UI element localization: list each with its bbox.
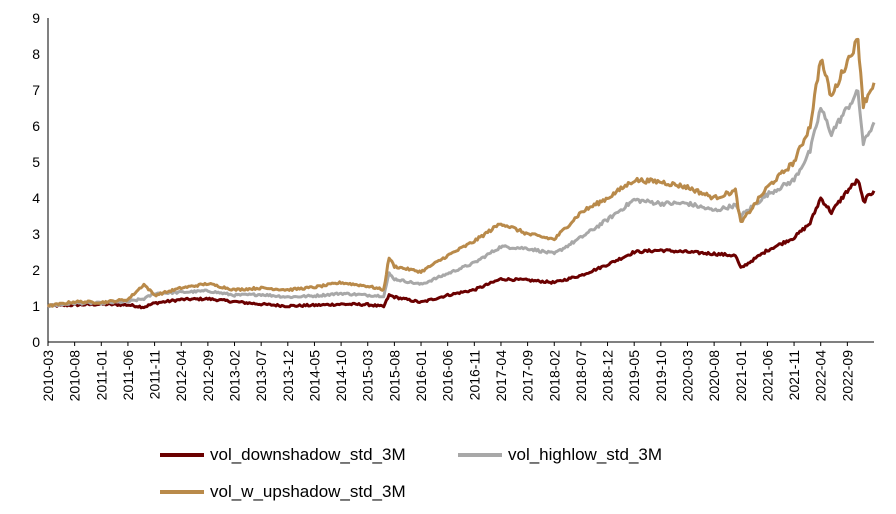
x-tick-label: 2022-09 <box>839 350 855 402</box>
x-tick-label: 2015-08 <box>386 350 402 402</box>
x-tick-label: 2018-02 <box>546 350 562 402</box>
x-tick-label: 2013-12 <box>280 350 296 402</box>
x-tick-label: 2021-01 <box>733 350 749 402</box>
x-tick-label: 2016-11 <box>466 350 482 401</box>
x-tick-label: 2014-10 <box>333 350 349 402</box>
y-tick-label: 0 <box>32 334 40 350</box>
x-tick-label: 2018-07 <box>573 350 589 402</box>
y-tick-label: 3 <box>32 226 40 242</box>
legend-label-downshadow: vol_downshadow_std_3M <box>210 445 406 464</box>
x-tick-label: 2018-12 <box>600 350 616 402</box>
legend-item-downshadow: vol_downshadow_std_3M <box>160 445 406 465</box>
series-line-vol_highlow_std_3M <box>47 89 876 309</box>
x-tick-label: 2017-04 <box>493 350 509 402</box>
y-tick-label: 8 <box>32 46 40 62</box>
x-tick-label: 2013-02 <box>227 350 243 402</box>
x-tick-label: 2011-01 <box>93 350 109 401</box>
series-lines <box>46 37 876 310</box>
x-tick-label: 2019-10 <box>653 350 669 402</box>
y-tick-label: 5 <box>32 154 40 170</box>
y-tick-label: 7 <box>32 82 40 98</box>
series-line-vol_downshadow_std_3M <box>47 178 876 310</box>
x-tick-label: 2012-09 <box>200 350 216 402</box>
x-tick-label: 2019-05 <box>626 350 642 402</box>
legend-label-highlow: vol_highlow_std_3M <box>508 445 663 464</box>
y-tick-label: 4 <box>32 190 40 206</box>
x-tick-label: 2016-01 <box>413 350 429 402</box>
legend-swatch-downshadow <box>160 453 204 457</box>
legend-item-upshadow: vol_w_upshadow_std_3M <box>160 482 406 502</box>
x-tick-label: 2011-06 <box>120 350 136 401</box>
x-tick-label: 2017-09 <box>520 350 536 402</box>
x-tick-label: 2010-03 <box>40 350 56 402</box>
x-tick-label: 2016-06 <box>440 350 456 402</box>
y-tick-label: 6 <box>32 118 40 134</box>
x-tick-label: 2020-03 <box>679 350 695 402</box>
legend-label-upshadow: vol_w_upshadow_std_3M <box>210 482 406 501</box>
x-tick-label: 2011-11 <box>147 350 163 400</box>
y-tick-label: 1 <box>32 298 40 314</box>
y-tick-labels: 0 1 2 3 4 5 6 7 8 9 <box>32 10 40 350</box>
legend-swatch-highlow <box>458 453 502 457</box>
x-tick-label: 2014-05 <box>306 350 322 402</box>
x-tick-labels: 2010-03 2010-08 2011-01 2011-06 2011-11 2012-… <box>40 342 855 401</box>
x-tick-label: 2012-04 <box>173 350 189 402</box>
x-tick-label: 2010-08 <box>67 350 83 402</box>
x-tick-label: 2015-03 <box>360 350 376 402</box>
series-line-vol_w_upshadow_std_3M <box>46 37 876 308</box>
x-tick-label: 2021-06 <box>759 350 775 402</box>
y-tick-label: 9 <box>32 10 40 26</box>
x-tick-label: 2020-08 <box>706 350 722 402</box>
y-tick-label: 2 <box>32 262 40 278</box>
x-tick-label: 2013-07 <box>253 350 269 402</box>
x-tick-label: 2021-11 <box>786 350 802 401</box>
x-tick-label: 2022-04 <box>813 350 829 402</box>
legend-item-highlow: vol_highlow_std_3M <box>458 445 662 465</box>
legend-swatch-upshadow <box>160 490 204 494</box>
